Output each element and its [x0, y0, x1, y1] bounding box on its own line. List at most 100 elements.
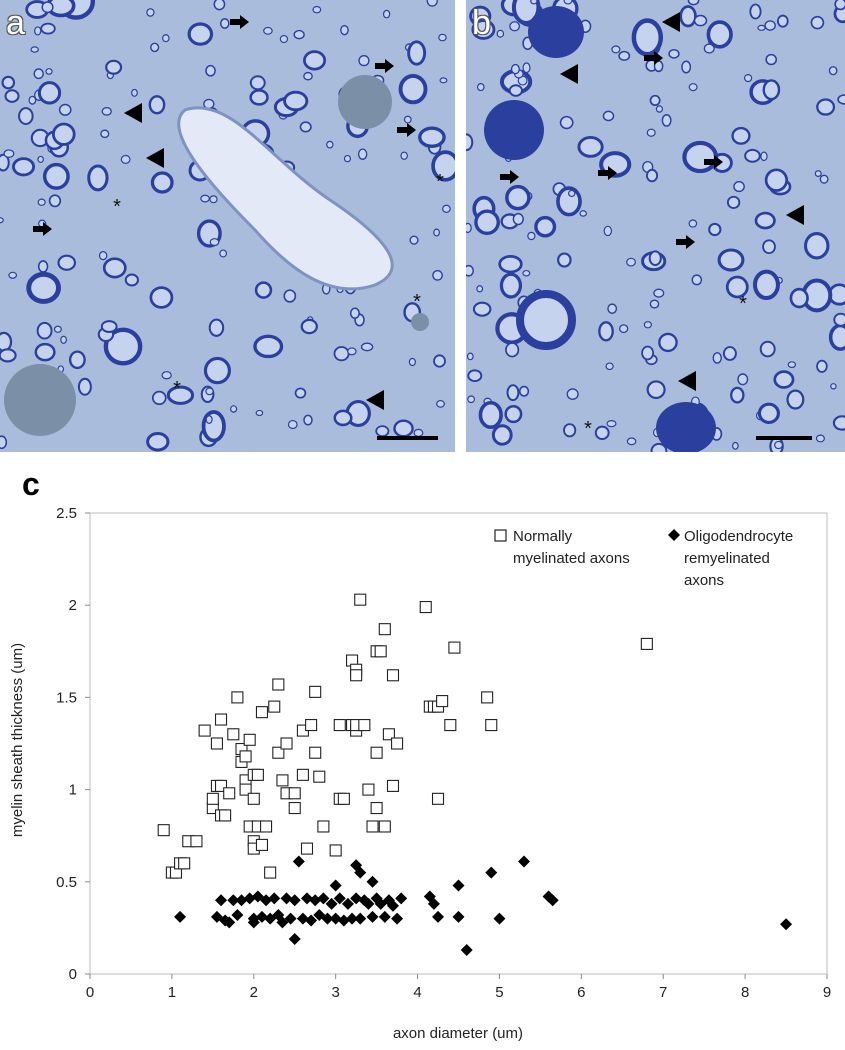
myelinated-axon	[505, 184, 531, 211]
myelinated-axon	[209, 238, 220, 247]
myelinated-axon	[343, 154, 352, 163]
myelinated-axon	[732, 441, 739, 450]
myelinated-axon	[648, 250, 662, 267]
myelinated-axon	[408, 357, 416, 367]
myelinated-axon	[77, 377, 92, 396]
arrow-icon	[397, 123, 416, 137]
myelinated-axon	[37, 155, 44, 163]
remyelinated-point	[284, 912, 297, 925]
myelinated-axon	[681, 60, 692, 74]
myelinated-axon	[312, 5, 322, 14]
blood-vessel	[177, 106, 394, 291]
myelinated-axon	[717, 248, 745, 272]
myelinated-axon	[0, 217, 4, 224]
remyelinated-point	[329, 912, 342, 925]
myelinated-axon	[283, 289, 297, 303]
myelinated-axon	[340, 24, 349, 36]
myelinated-axon	[816, 359, 828, 373]
myelinated-axon	[757, 402, 780, 425]
myelinated-axon	[579, 210, 587, 217]
remyelinated-point	[386, 899, 399, 912]
myelinated-axon	[682, 140, 719, 174]
myelinated-axon	[577, 135, 604, 158]
myelinated-axon	[12, 157, 36, 177]
x-tick-label: 5	[495, 984, 503, 1001]
myelinated-axon	[828, 66, 838, 76]
normal-myelinated-point	[247, 792, 260, 805]
normal-myelinated-point	[272, 678, 285, 691]
myelinated-axon	[653, 288, 665, 298]
myelinated-axon	[618, 50, 631, 61]
remyelinated-point	[223, 916, 236, 929]
remyelinated-point	[485, 866, 498, 879]
legend-entry-2-line-3: axons	[684, 572, 724, 589]
myelinated-axon	[203, 356, 231, 385]
myelinated-axon	[213, 0, 226, 11]
myelinated-axon	[759, 340, 776, 358]
micrograph-image-b: **	[466, 0, 845, 452]
myelinated-axon	[349, 307, 360, 319]
myelinated-axon	[815, 434, 825, 443]
myelinated-axon	[819, 174, 829, 184]
scale-bar	[377, 436, 438, 440]
dark-inclusion	[656, 402, 716, 452]
remyelinated-point	[432, 910, 445, 923]
normal-myelinated-point	[358, 719, 371, 732]
myelinated-axon	[832, 415, 845, 431]
panel-a-label: a	[6, 4, 25, 42]
arrow-icon	[230, 15, 249, 29]
myelinated-axon	[287, 419, 298, 430]
myelinated-axon	[744, 148, 761, 163]
myelinated-axon	[478, 400, 503, 430]
normal-myelinated-point	[227, 728, 240, 741]
remyelinated-point	[378, 910, 391, 923]
myelinated-axon	[626, 437, 637, 446]
myelinated-axon	[57, 254, 77, 271]
normal-myelinated-point	[214, 779, 228, 792]
asterisk-marker: *	[173, 378, 181, 400]
micrograph-panel-b: * * b	[466, 0, 845, 452]
myelinated-axon	[254, 281, 273, 299]
myelinated-axon	[522, 269, 531, 277]
myelinated-axon	[506, 384, 520, 402]
myelinated-axon	[602, 110, 615, 122]
remyelinated-point	[235, 894, 248, 907]
myelinated-axon	[333, 409, 353, 427]
normal-myelinated-point	[157, 824, 170, 837]
myelinated-axon	[646, 128, 656, 137]
arrowhead-icon	[560, 64, 578, 84]
myelinated-axon	[436, 399, 445, 408]
normal-myelinated-point	[296, 768, 309, 781]
myelinated-axon	[511, 0, 541, 26]
y-tick-label: 0	[69, 966, 77, 983]
y-tick-label: 2.5	[56, 505, 77, 522]
myelinated-axon	[303, 71, 313, 81]
arrow-icon	[598, 166, 617, 180]
myelinated-axon	[688, 83, 698, 92]
remyelinated-point	[374, 897, 387, 910]
myelinated-axon	[516, 290, 576, 350]
y-tick-label: 1	[69, 782, 77, 799]
remyelinated-point	[260, 894, 273, 907]
myelinated-axon	[293, 29, 305, 40]
myelinated-axon	[68, 350, 86, 370]
panel-b-label: b	[472, 4, 491, 42]
myelinated-axon	[205, 64, 216, 77]
myelinated-axon	[0, 435, 8, 450]
x-tick-label: 3	[331, 984, 339, 1001]
myelinated-axon	[102, 257, 127, 279]
myelinated-axon	[42, 162, 70, 190]
myelinated-axon	[559, 115, 574, 130]
myelinated-axon	[146, 8, 155, 17]
myelinated-axon	[764, 20, 776, 31]
remyelinated-point	[325, 897, 338, 910]
normal-myelinated-point	[243, 733, 256, 746]
legend-filled-diamond-marker	[668, 529, 680, 541]
myelinated-axon	[48, 194, 62, 208]
remyelinated-point	[395, 892, 408, 905]
normal-myelinated-point	[350, 669, 363, 682]
myelinated-axon	[200, 194, 210, 203]
myelinated-axon	[725, 275, 749, 299]
myelinated-axon	[474, 209, 500, 236]
myelinated-axon	[439, 77, 448, 84]
